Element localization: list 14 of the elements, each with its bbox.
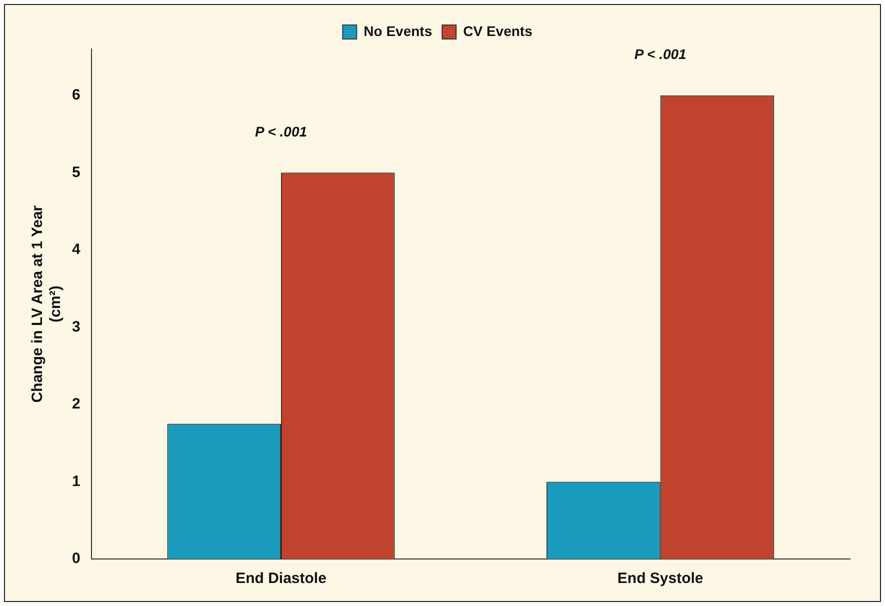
- y-tick-label: 6: [72, 86, 80, 104]
- legend-label: No Events: [364, 22, 432, 39]
- annotation: P < .001: [254, 123, 308, 140]
- y-tick-label: 2: [72, 396, 80, 413]
- legend-label: CV Events: [463, 22, 533, 39]
- annotation: P < .001: [634, 46, 687, 62]
- y-tick-label: 1: [72, 472, 80, 490]
- y-tick-label: 4: [72, 241, 81, 258]
- y-tick-label: 5: [72, 164, 80, 181]
- y-axis-title: Change in LV Area at 1 Year (cm²): [29, 205, 64, 403]
- y-tick-label: 3: [72, 318, 80, 336]
- y-tick-label: 0: [72, 550, 80, 568]
- x-tick-label: End Diastole: [236, 570, 326, 588]
- x-tick-label: End Systole: [617, 570, 704, 588]
